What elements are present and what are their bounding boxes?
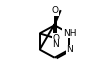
Text: O: O [51, 6, 58, 15]
Text: NH: NH [63, 29, 76, 38]
Text: O: O [52, 34, 59, 43]
Text: N: N [52, 40, 59, 49]
Text: N: N [66, 45, 73, 54]
